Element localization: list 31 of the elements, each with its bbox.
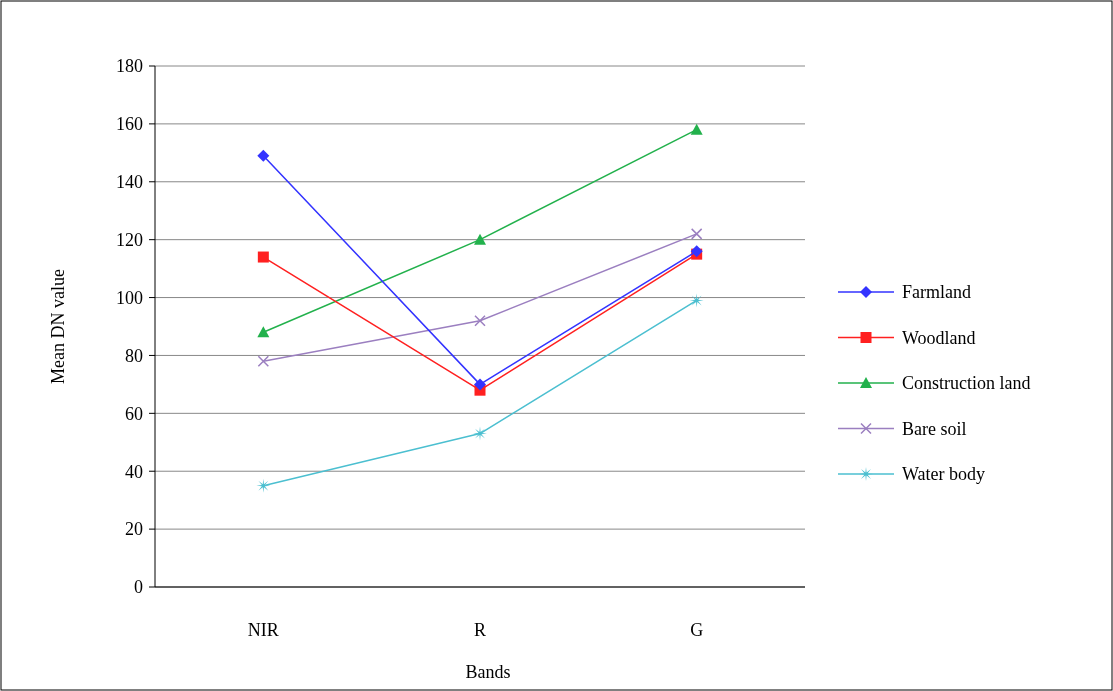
legend-label: Woodland bbox=[902, 327, 976, 348]
y-tick-label: 100 bbox=[116, 287, 143, 308]
y-tick-label: 60 bbox=[125, 403, 143, 424]
point bbox=[474, 314, 486, 327]
point bbox=[690, 228, 703, 240]
legend-label: Bare soil bbox=[902, 418, 967, 439]
point bbox=[257, 355, 270, 367]
y-axis-title: Mean DN value bbox=[48, 269, 68, 384]
y-tick-label: 120 bbox=[116, 229, 143, 250]
y-tick-label: 140 bbox=[116, 172, 143, 193]
point bbox=[257, 326, 270, 338]
point bbox=[690, 123, 703, 135]
point bbox=[257, 149, 270, 162]
x-axis-title: Bands bbox=[465, 662, 511, 682]
point bbox=[689, 293, 704, 308]
y-tick-label: 0 bbox=[134, 577, 143, 598]
y-tick-label: 180 bbox=[116, 56, 143, 77]
point bbox=[256, 478, 271, 493]
point bbox=[257, 251, 269, 263]
y-tick-label: 40 bbox=[125, 461, 143, 482]
x-tick-label: NIR bbox=[247, 620, 279, 640]
y-tick-label: 80 bbox=[125, 345, 143, 366]
point bbox=[474, 233, 486, 245]
legend-label: Farmland bbox=[902, 282, 971, 303]
legend-label: Construction land bbox=[902, 373, 1031, 394]
y-tick-label: 160 bbox=[116, 114, 143, 135]
point bbox=[474, 378, 486, 391]
x-tick-label: G bbox=[690, 620, 704, 640]
legend-label: Water body bbox=[902, 464, 986, 485]
x-tick-label: R bbox=[473, 620, 487, 640]
y-tick-label: 20 bbox=[125, 519, 143, 540]
